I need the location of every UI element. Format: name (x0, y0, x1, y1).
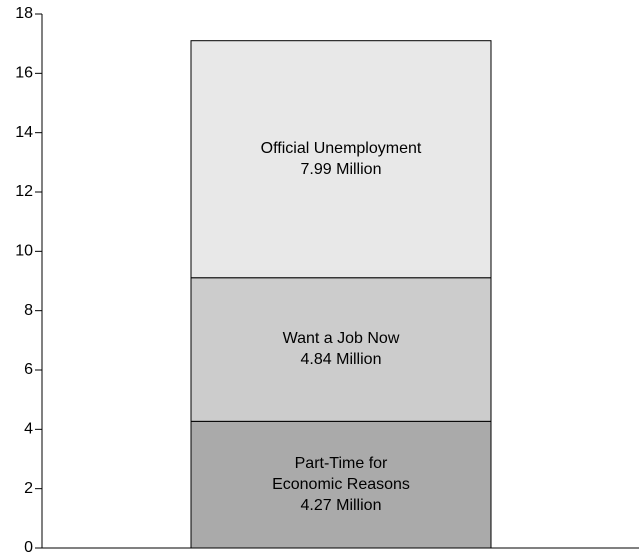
segment-label-line: Want a Job Now (283, 330, 400, 347)
bar-segment-1 (190, 277, 492, 422)
segment-label-line: 4.27 Million (301, 497, 382, 514)
y-tick-label: 2 (24, 480, 33, 497)
y-tick-label: 18 (15, 5, 33, 22)
y-tick-label: 10 (15, 243, 33, 260)
segment-label-line: Economic Reasons (272, 476, 410, 493)
y-axis-ticks: 0 2 4 6 8 10 12 14 16 18 (15, 5, 42, 556)
segment-label-line: Official Unemployment (261, 140, 422, 157)
y-tick-label: 14 (15, 124, 33, 141)
y-tick-label: 6 (24, 361, 33, 378)
y-tick-label: 16 (15, 65, 33, 82)
segment-label-line: 7.99 Million (301, 161, 382, 178)
y-tick-label: 8 (24, 302, 33, 319)
bar-segments (190, 40, 492, 549)
bar-segment-0 (190, 420, 492, 549)
segment-label-line: Part-Time for (295, 455, 388, 472)
segment-label-line: 4.84 Million (301, 351, 382, 368)
y-tick-label: 0 (24, 539, 33, 556)
segment-labels: Part-Time for Economic Reasons 4.27 Millio… (261, 140, 422, 514)
y-tick-label: 12 (15, 183, 33, 200)
bar-segment-2 (190, 40, 492, 279)
y-tick-label: 4 (24, 421, 33, 438)
